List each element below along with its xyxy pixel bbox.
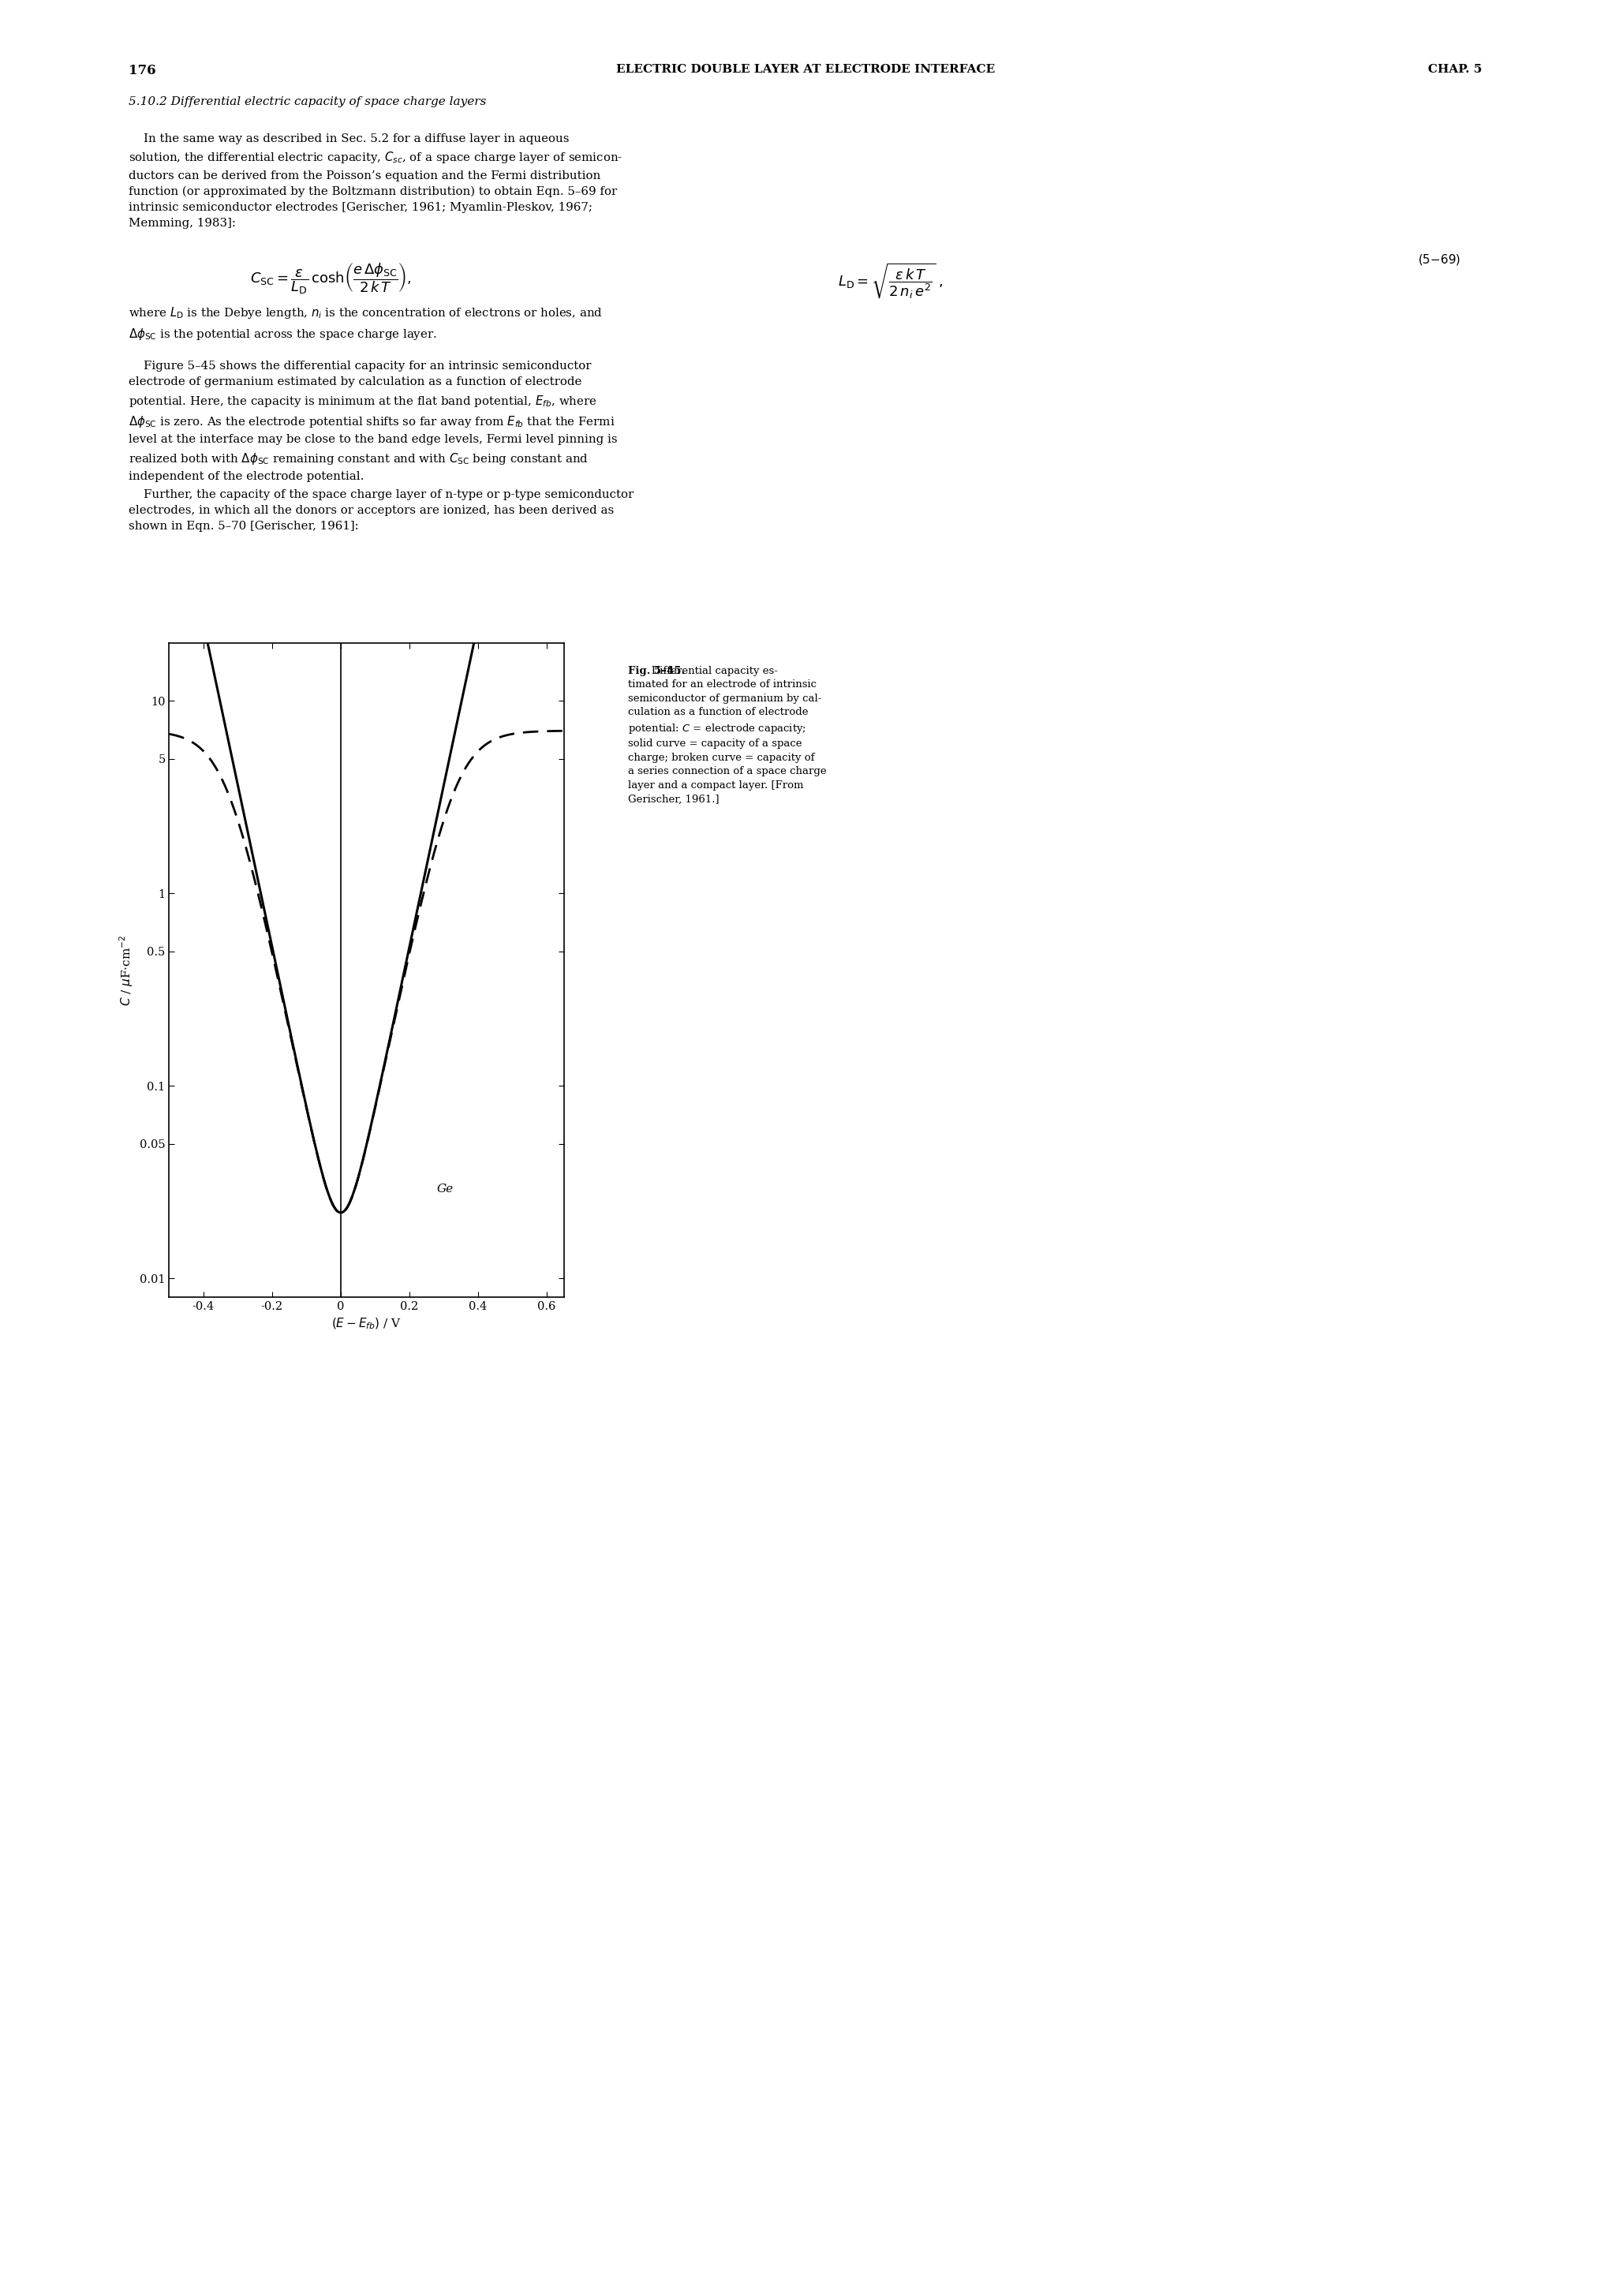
Text: $(5{-}69)$: $(5{-}69)$ [1418, 253, 1461, 266]
Text: 176: 176 [129, 64, 156, 78]
X-axis label: $(E - E_{fb})$ / V: $(E - E_{fb})$ / V [332, 1316, 401, 1332]
Text: Figure 5–45 shows the differential capacity for an intrinsic semiconductor
elect: Figure 5–45 shows the differential capac… [129, 360, 617, 482]
Text: $L_{\rm D} = \sqrt{\dfrac{\varepsilon\,k\,T}{2\,n_i\,e^2}}\;,$: $L_{\rm D} = \sqrt{\dfrac{\varepsilon\,k… [838, 262, 942, 301]
Text: In the same way as described in Sec. 5.2 for a diffuse layer in aqueous
solution: In the same way as described in Sec. 5.2… [129, 133, 623, 230]
Text: Differential capacity es-
timated for an electrode of intrinsic
semiconductor of: Differential capacity es- timated for an… [628, 666, 826, 804]
Y-axis label: $C$ / $\mu$F$\cdot$cm$^{-2}$: $C$ / $\mu$F$\cdot$cm$^{-2}$ [118, 934, 135, 1006]
Text: Fig. 5–45.: Fig. 5–45. [628, 666, 685, 675]
Text: Ge: Ge [437, 1185, 454, 1194]
Text: 5.10.2 Differential electric capacity of space charge layers: 5.10.2 Differential electric capacity of… [129, 96, 487, 108]
Text: ELECTRIC DOUBLE LAYER AT ELECTRODE INTERFACE: ELECTRIC DOUBLE LAYER AT ELECTRODE INTER… [615, 64, 996, 76]
Text: $C_{\rm SC} = \dfrac{\varepsilon}{L_{\rm D}}\,\cosh\!\left(\dfrac{e\,\Delta\phi_: $C_{\rm SC} = \dfrac{\varepsilon}{L_{\rm… [250, 262, 411, 296]
Text: Further, the capacity of the space charge layer of n-type or p-type semiconducto: Further, the capacity of the space charg… [129, 489, 635, 533]
Text: CHAP. 5: CHAP. 5 [1427, 64, 1482, 76]
Text: where $L_{\rm D}$ is the Debye length, $n_i$ is the concentration of electrons o: where $L_{\rm D}$ is the Debye length, $… [129, 305, 603, 342]
